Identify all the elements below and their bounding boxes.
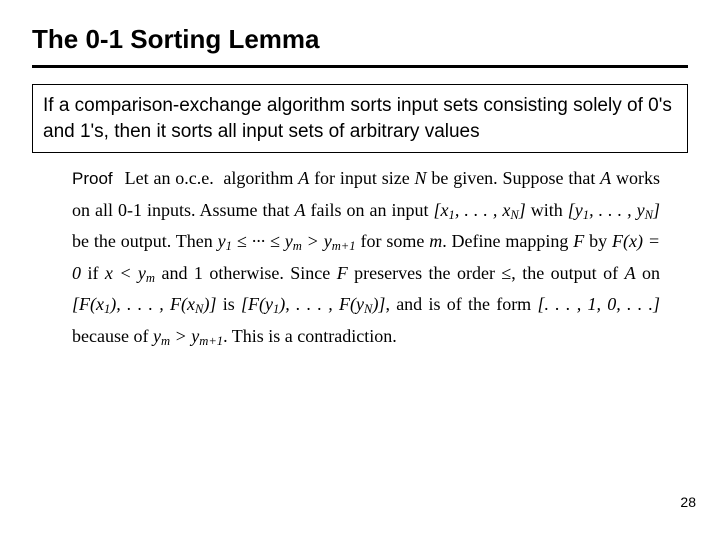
- slide-container: The 0-1 Sorting Lemma If a comparison-ex…: [0, 0, 720, 540]
- page-number: 28: [680, 494, 696, 510]
- proof-label: Proof: [72, 169, 113, 188]
- title-underline: [32, 65, 688, 68]
- lemma-statement: If a comparison-exchange algorithm sorts…: [32, 84, 688, 153]
- slide-title: The 0-1 Sorting Lemma: [32, 24, 688, 55]
- proof-text: ProofLet an o.c.e. algorithm A for input…: [32, 157, 688, 352]
